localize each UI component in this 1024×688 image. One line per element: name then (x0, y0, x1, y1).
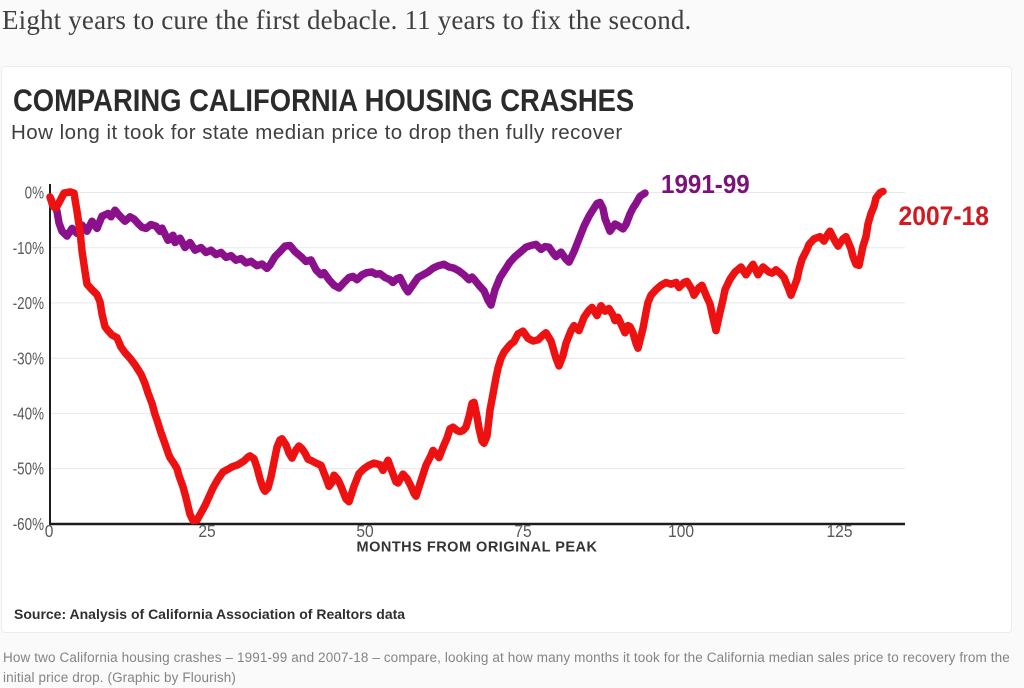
svg-text:2007-18: 2007-18 (899, 202, 989, 231)
svg-text:0%: 0% (25, 184, 45, 203)
svg-text:25: 25 (198, 522, 215, 541)
svg-text:-10%: -10% (13, 239, 44, 258)
svg-text:100: 100 (668, 522, 694, 541)
svg-text:-60%: -60% (13, 515, 44, 534)
svg-text:125: 125 (827, 522, 853, 541)
svg-text:-40%: -40% (13, 405, 44, 424)
svg-text:-30%: -30% (13, 350, 44, 369)
svg-text:-20%: -20% (13, 294, 44, 313)
svg-text:50: 50 (356, 522, 373, 541)
svg-text:0: 0 (45, 522, 54, 541)
svg-text:75: 75 (514, 522, 531, 541)
svg-text:1991-99: 1991-99 (661, 170, 750, 199)
svg-text:MONTHS FROM ORIGINAL PEAK: MONTHS FROM ORIGINAL PEAK (356, 540, 597, 556)
svg-text:-50%: -50% (13, 460, 44, 479)
